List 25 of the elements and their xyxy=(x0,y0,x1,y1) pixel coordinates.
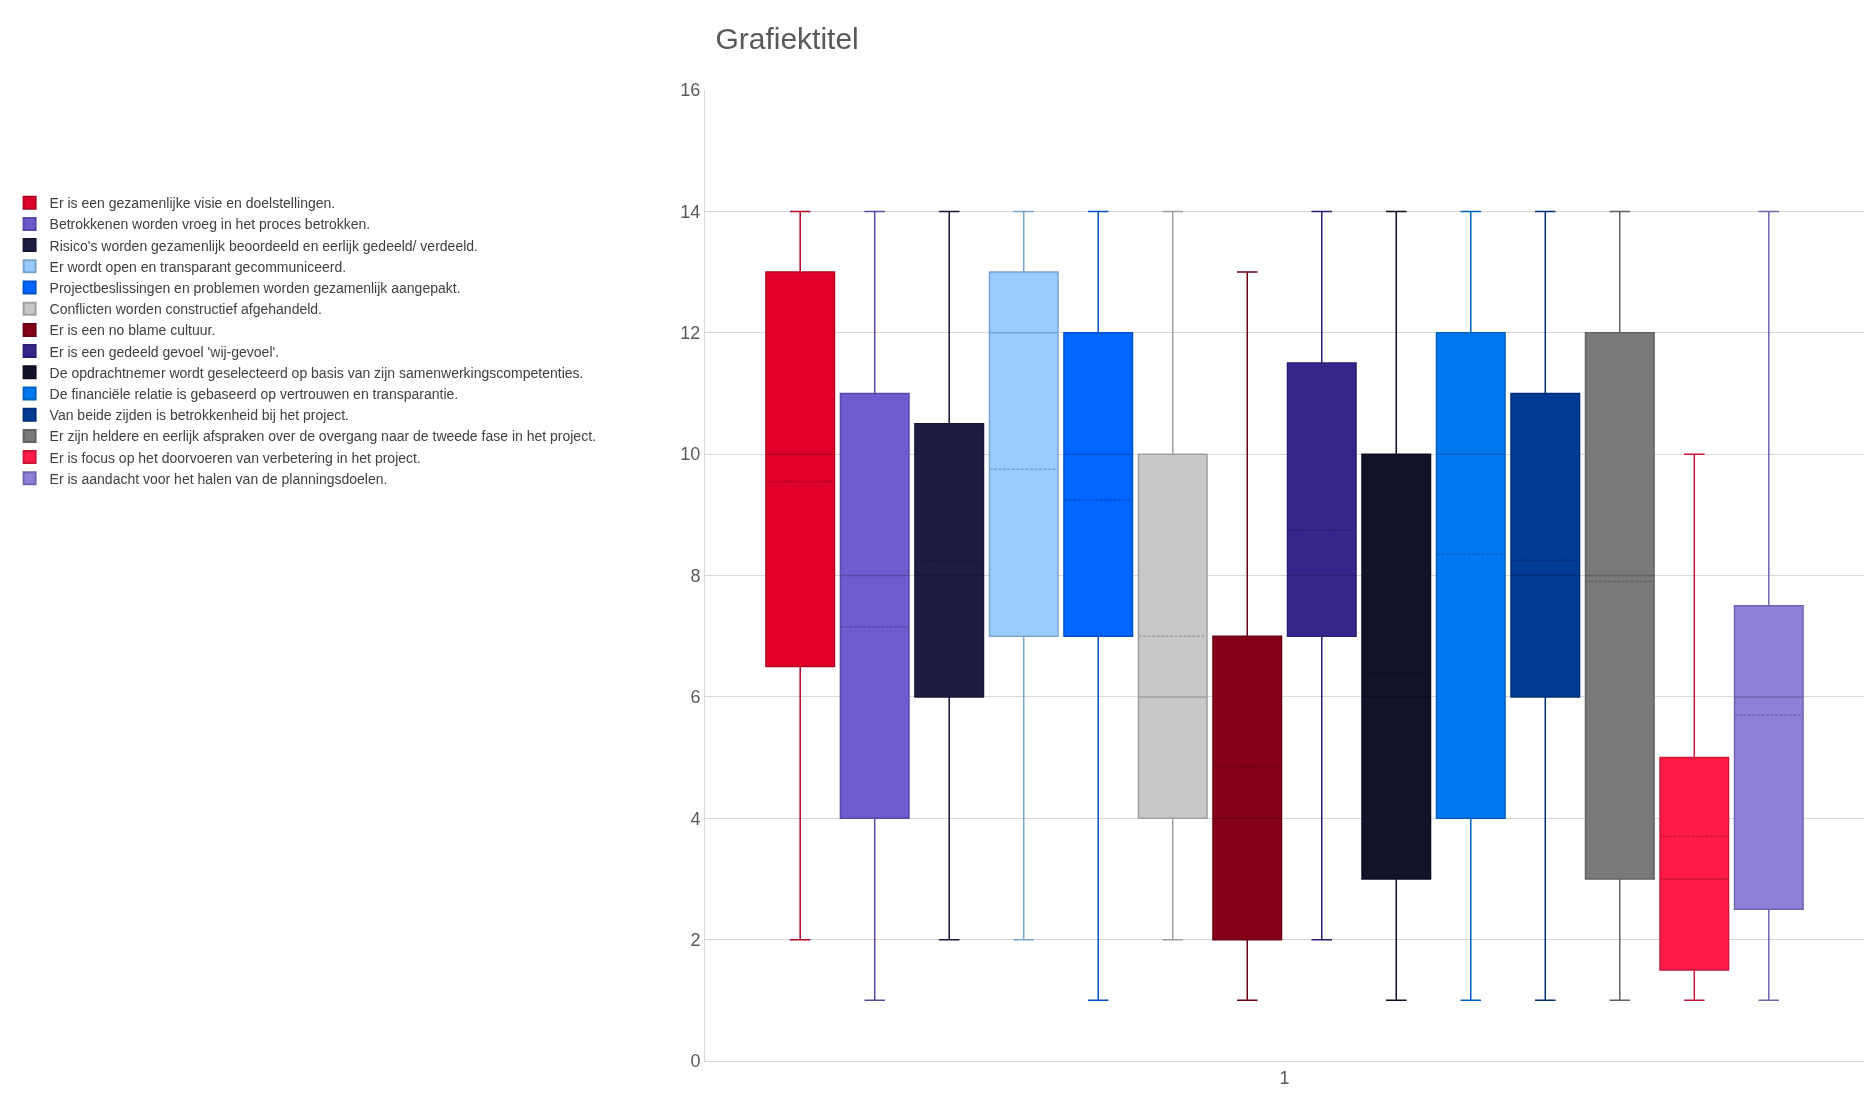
legend-label: Er is aandacht voor het halen van de planningsdoelen. xyxy=(49,470,388,487)
legend-label: Van beide zijden is betrokkenheid bij het project. xyxy=(49,407,349,424)
y-tick-label: 10 xyxy=(680,444,701,465)
y-tick-label: 14 xyxy=(680,201,701,222)
legend-label: De opdrachtnemer wordt geselecteerd op basis van zijn samenwerkingscompetenties. xyxy=(49,364,584,381)
y-tick-label: 16 xyxy=(680,80,701,101)
legend-label: Er is een gedeeld gevoel 'wij-gevoel'. xyxy=(49,343,280,360)
chart-title: Grafiektitel xyxy=(715,21,859,55)
y-tick-label: 4 xyxy=(690,808,701,829)
y-tick-label: 8 xyxy=(690,565,701,586)
legend-label: Risico's worden gezamenlijk beoordeeld en eerlijk gedeeld/ verdeeld. xyxy=(49,237,478,254)
legend-label: Er is een no blame cultuur. xyxy=(49,322,216,339)
legend-label: Conflicten worden constructief afgehandeld. xyxy=(49,301,323,318)
x-tick-label: 1 xyxy=(1279,1067,1290,1088)
legend-label: Er is een gezamenlijke visie en doelstellingen. xyxy=(49,195,336,212)
legend-label: Projectbeslissingen en problemen worden gezamenlijk aangepakt. xyxy=(49,279,461,296)
legend-label: De financiële relatie is gebaseerd op vertrouwen en transparantie. xyxy=(49,385,459,402)
y-tick-label: 6 xyxy=(690,687,701,708)
y-tick-label: 12 xyxy=(680,323,701,344)
legend-label: Er is focus op het doorvoeren van verbetering in het project. xyxy=(49,449,421,466)
y-tick-label: 0 xyxy=(690,1051,701,1072)
legend-label: Betrokkenen worden vroeg in het proces betrokken. xyxy=(49,216,371,233)
legend-label: Er wordt open en transparant gecommuniceerd. xyxy=(49,258,347,275)
legend-label: Er zijn heldere en eerlijk afspraken over de overgang naar de tweede fase in het project. xyxy=(49,428,596,445)
y-tick-label: 2 xyxy=(690,929,701,950)
